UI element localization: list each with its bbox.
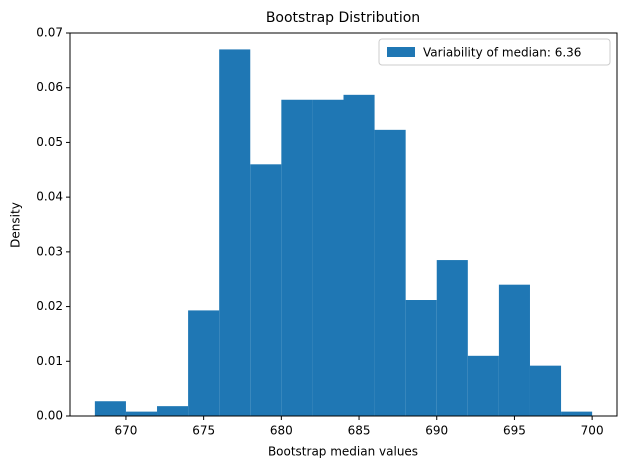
x-tick-label: 685 [348, 424, 371, 438]
x-tick-label: 700 [581, 424, 604, 438]
y-tick-label: 0.06 [36, 80, 63, 94]
bar [467, 355, 499, 416]
chart-title: Bootstrap Distribution [266, 10, 420, 26]
legend-box [378, 38, 611, 66]
y-tick-label: 0.03 [36, 244, 63, 258]
bar [219, 49, 251, 417]
legend-label: Variability of median: 6.36 [423, 46, 581, 60]
x-tick-label: 675 [192, 424, 215, 438]
x-tick-label: 680 [270, 424, 293, 438]
y-tick-label: 0.04 [36, 190, 63, 204]
bar [250, 164, 282, 416]
bar [498, 284, 530, 416]
x-tick-label: 690 [425, 424, 448, 438]
legend-swatch [387, 47, 415, 57]
bar [125, 411, 158, 416]
x-tick-label: 695 [503, 424, 526, 438]
plot-frame [69, 32, 618, 417]
x-axis-label: Bootstrap median values [268, 445, 418, 459]
y-tick-label: 0.01 [36, 354, 63, 368]
bar [281, 99, 313, 416]
bar [405, 300, 437, 416]
x-tick-label: 670 [114, 424, 137, 438]
bar [436, 260, 468, 416]
y-tick-label: 0.02 [36, 299, 63, 313]
y-tick-label: 0.05 [36, 135, 63, 149]
bar [188, 310, 220, 416]
y-axis-label: Density [9, 202, 23, 248]
bar [157, 406, 189, 416]
y-tick-label: 0.00 [36, 409, 63, 423]
bar [561, 411, 593, 416]
bar [94, 401, 126, 416]
y-tick-label: 0.07 [36, 26, 63, 40]
bar [529, 365, 562, 416]
bar [312, 99, 344, 416]
bar [374, 129, 406, 416]
bar [343, 94, 375, 416]
